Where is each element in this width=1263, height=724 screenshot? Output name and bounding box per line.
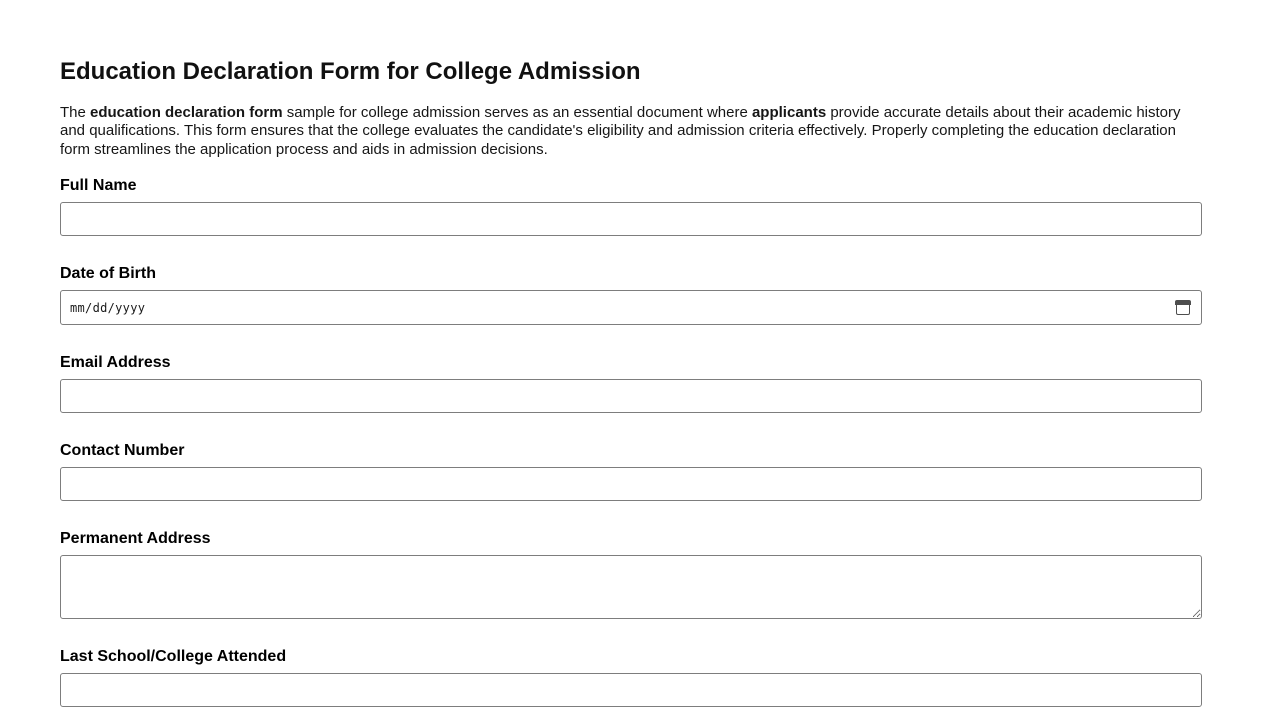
last-school-input[interactable] bbox=[60, 673, 1202, 708]
intro-bold-applicants: applicants bbox=[751, 104, 827, 121]
field-date-of-birth: Date of Birth mm/dd/yyyy bbox=[60, 265, 1202, 326]
field-contact-number: Contact Number bbox=[60, 442, 1202, 502]
page-title: Education Declaration Form for College A… bbox=[60, 58, 641, 85]
intro-text: sample for college admission serves as a… bbox=[282, 104, 752, 121]
intro-bold-education-declaration-form: education declaration form bbox=[90, 104, 283, 121]
intro-paragraph: The education declaration form sample fo… bbox=[60, 104, 1202, 159]
date-of-birth-input[interactable]: mm/dd/yyyy bbox=[60, 290, 1202, 326]
permanent-address-label: Permanent Address bbox=[60, 530, 211, 548]
contact-number-input[interactable] bbox=[60, 467, 1202, 502]
contact-number-label: Contact Number bbox=[60, 442, 185, 460]
date-of-birth-label: Date of Birth bbox=[60, 265, 156, 283]
field-last-school: Last School/College Attended bbox=[60, 648, 1202, 708]
calendar-icon[interactable] bbox=[1175, 300, 1191, 315]
intro-text: The bbox=[60, 104, 91, 121]
intro-text: provide accurate details about their aca… bbox=[60, 104, 1181, 158]
page-container: Education Declaration Form for College A… bbox=[60, 58, 1202, 708]
field-permanent-address: Permanent Address bbox=[60, 530, 1202, 620]
full-name-label: Full Name bbox=[60, 177, 137, 195]
email-address-input[interactable] bbox=[60, 379, 1202, 414]
permanent-address-textarea[interactable] bbox=[60, 555, 1202, 620]
email-address-label: Email Address bbox=[60, 354, 171, 372]
field-email-address: Email Address bbox=[60, 354, 1202, 414]
date-placeholder: mm/dd/yyyy bbox=[70, 300, 146, 315]
education-declaration-form: Full Name Date of Birth mm/dd/yyyy Email… bbox=[60, 177, 1202, 708]
field-full-name: Full Name bbox=[60, 177, 1202, 237]
last-school-label: Last School/College Attended bbox=[60, 648, 287, 666]
full-name-input[interactable] bbox=[60, 202, 1202, 237]
